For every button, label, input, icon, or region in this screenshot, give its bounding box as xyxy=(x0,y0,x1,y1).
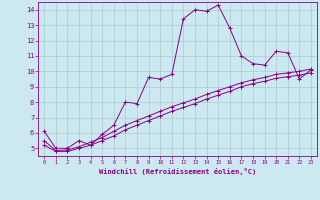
X-axis label: Windchill (Refroidissement éolien,°C): Windchill (Refroidissement éolien,°C) xyxy=(99,168,256,175)
